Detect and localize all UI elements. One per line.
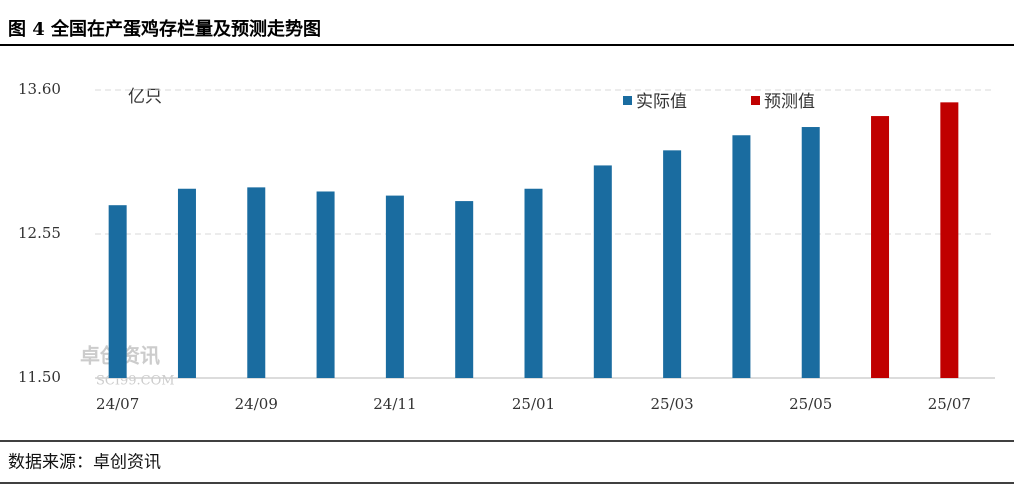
bar: [455, 201, 474, 378]
y-tick-label: 13.60: [18, 80, 61, 98]
bar: [663, 150, 682, 378]
bar: [385, 195, 404, 378]
bar: [316, 191, 335, 378]
x-tick-label: 25/03: [650, 395, 693, 413]
x-tick-label: 25/05: [789, 395, 832, 413]
bar: [524, 188, 543, 378]
legend-swatch: [623, 96, 632, 105]
bar: [940, 102, 959, 378]
legend-label: 预测值: [764, 92, 815, 112]
watermark: SCI99.COM: [96, 374, 175, 389]
x-tick-label: 24/09: [235, 395, 278, 413]
unit-label: 亿只: [128, 87, 162, 107]
legend-label: 实际值: [636, 92, 687, 112]
y-tick-label: 12.55: [18, 224, 61, 242]
x-tick-label: 24/11: [373, 395, 416, 413]
x-tick-label: 24/07: [96, 395, 139, 413]
bar: [108, 205, 127, 378]
bar: [593, 165, 612, 378]
bar: [871, 116, 890, 379]
source: 数据来源：卓创资讯: [8, 453, 161, 473]
bar: [247, 187, 266, 378]
x-tick-label: 25/01: [512, 395, 555, 413]
chart-title: 图 4 全国在产蛋鸡存栏量及预测走势图: [8, 18, 321, 40]
bar: [177, 188, 196, 378]
legend-swatch: [751, 96, 760, 105]
y-tick-label: 11.50: [18, 368, 61, 386]
bar: [732, 135, 751, 378]
bar: [801, 127, 820, 379]
x-tick-label: 25/07: [928, 395, 971, 413]
